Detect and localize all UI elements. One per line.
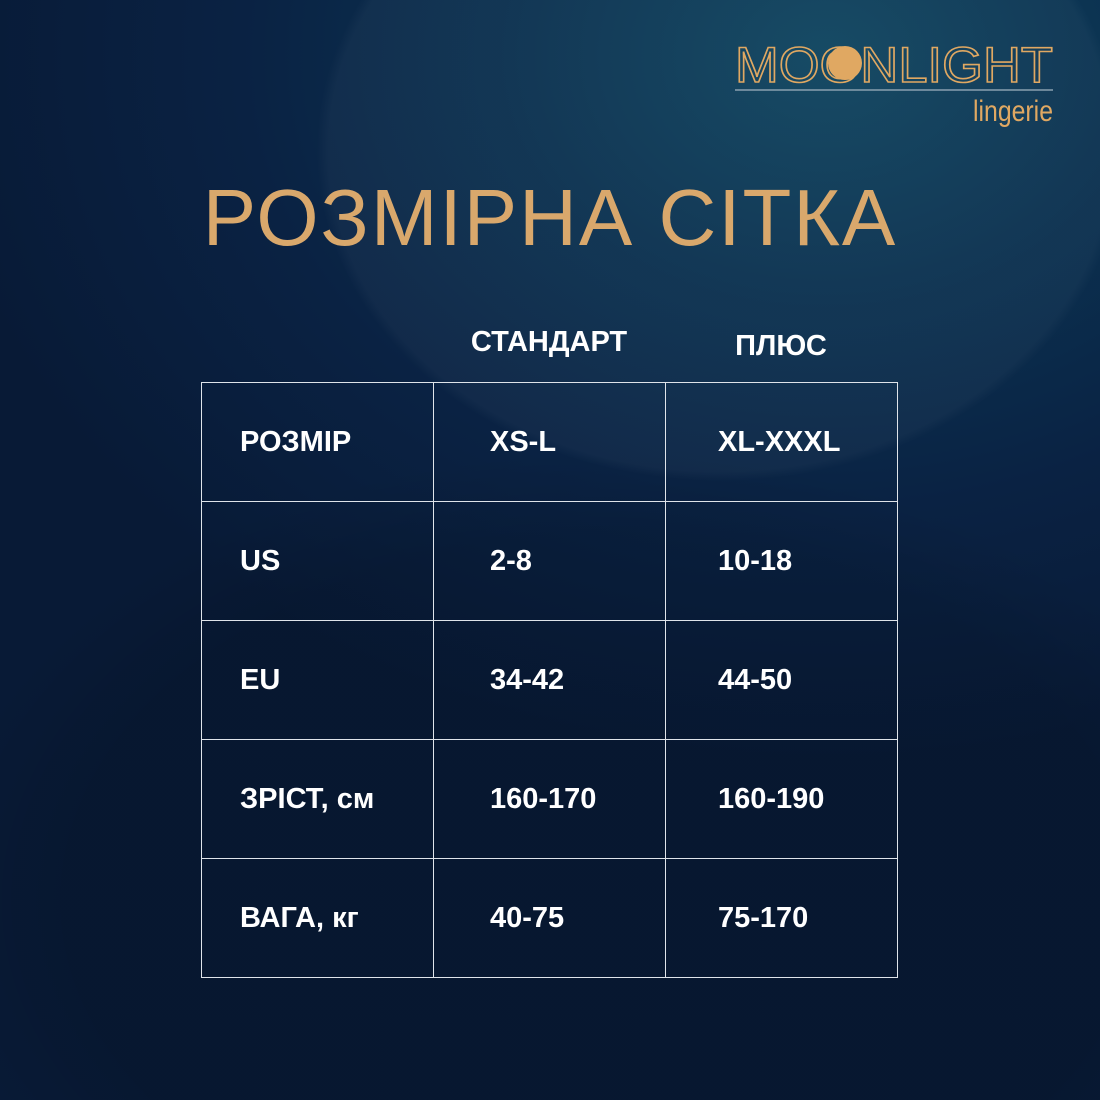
- plus-cell: 44-50: [665, 620, 898, 740]
- table-row: EU 34-42 44-50: [201, 620, 898, 740]
- standard-cell: 160-170: [433, 739, 666, 859]
- standard-cell: 2-8: [433, 501, 666, 621]
- plus-cell: 160-190: [665, 739, 898, 859]
- table-row: ЗРІСТ, см 160-170 160-190: [201, 739, 898, 859]
- table-row: РОЗМІР XS-L XL-XXXL: [201, 382, 898, 502]
- row-label: ЗРІСТ, см: [201, 739, 434, 859]
- column-header-plus: ПЛЮС: [735, 330, 827, 362]
- svg-text:MOONLIGHT: MOONLIGHT: [735, 37, 1053, 93]
- row-label: US: [201, 501, 434, 621]
- page-title: РОЗМІРНА СІТКА: [202, 173, 898, 262]
- table-row: ВАГА, кг 40-75 75-170: [201, 858, 898, 978]
- size-table: РОЗМІР XS-L XL-XXXL US 2-8 10-18 EU 34-42 44-5…: [201, 382, 898, 978]
- standard-cell: 34-42: [433, 620, 666, 740]
- moonlight-logo: MOONLIGHT lingerie: [735, 36, 1054, 128]
- column-header-standard: СТАНДАРТ: [470, 326, 628, 358]
- row-label: ВАГА, кг: [201, 858, 434, 978]
- svg-text:lingerie: lingerie: [973, 95, 1053, 128]
- standard-cell: XS-L: [433, 382, 666, 502]
- table-row: US 2-8 10-18: [201, 501, 898, 621]
- plus-cell: 10-18: [665, 501, 898, 621]
- standard-cell: 40-75: [433, 858, 666, 978]
- plus-cell: XL-XXXL: [665, 382, 898, 502]
- row-label: EU: [201, 620, 434, 740]
- row-label: РОЗМІР: [201, 382, 434, 502]
- plus-cell: 75-170: [665, 858, 898, 978]
